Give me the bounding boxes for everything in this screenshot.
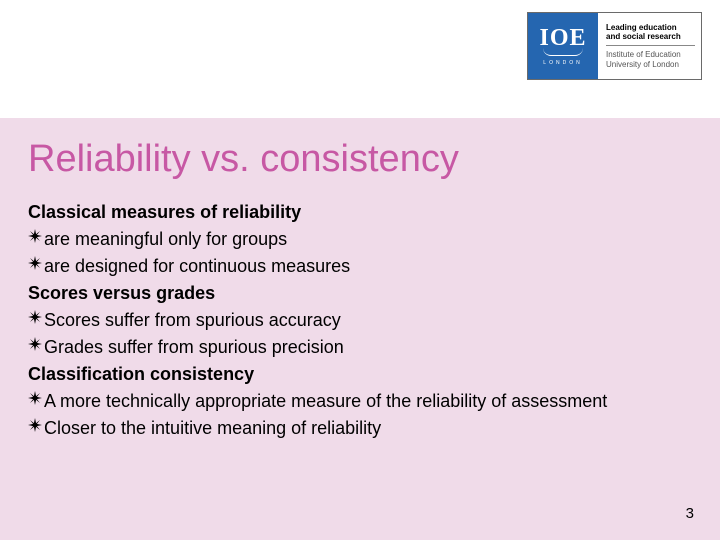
content: Reliability vs. consistency Classical me…	[0, 118, 720, 442]
body: Classical measures of reliabilityare mea…	[28, 199, 692, 442]
page-number: 3	[686, 505, 694, 522]
bullet-item: are meaningful only for groups	[28, 226, 692, 253]
flower-bullet-icon	[28, 229, 42, 243]
slide-title: Reliability vs. consistency	[28, 138, 692, 181]
flower-bullet-icon	[28, 418, 42, 432]
bullet-text: Grades suffer from spurious precision	[44, 334, 344, 361]
flower-bullet-icon	[28, 391, 42, 405]
bullet-icon	[28, 391, 44, 405]
bullet-item: Grades suffer from spurious precision	[28, 334, 692, 361]
bullet-text: Scores suffer from spurious accuracy	[44, 307, 341, 334]
bullet-text: Closer to the intuitive meaning of relia…	[44, 415, 381, 442]
bullet-text: are meaningful only for groups	[44, 226, 287, 253]
logo-tagline-2: and social research	[606, 32, 695, 41]
section-heading: Scores versus grades	[28, 280, 692, 307]
logo-divider	[606, 45, 695, 46]
bullet-item: Closer to the intuitive meaning of relia…	[28, 415, 692, 442]
bullet-icon	[28, 418, 44, 432]
bullet-item: A more technically appropriate measure o…	[28, 388, 692, 415]
flower-bullet-icon	[28, 256, 42, 270]
section-heading: Classical measures of reliability	[28, 199, 692, 226]
section-heading: Classification consistency	[28, 361, 692, 388]
logo-tagline-1: Leading education	[606, 23, 695, 32]
logo-mark: IOE LONDON	[528, 13, 598, 79]
logo-sub-2: University of London	[606, 60, 695, 70]
slide: IOE LONDON Leading education and social …	[0, 0, 720, 540]
bullet-text: are designed for continuous measures	[44, 253, 350, 280]
logo: IOE LONDON Leading education and social …	[527, 12, 702, 80]
bullet-text: A more technically appropriate measure o…	[44, 388, 607, 415]
logo-sub-1: Institute of Education	[606, 50, 695, 60]
bullet-icon	[28, 310, 44, 324]
bullet-icon	[28, 337, 44, 351]
logo-mark-text: IOE	[539, 26, 586, 50]
flower-bullet-icon	[28, 310, 42, 324]
bullet-icon	[28, 256, 44, 270]
logo-arc-icon	[543, 48, 583, 56]
logo-city: LONDON	[543, 60, 582, 66]
bullet-item: are designed for continuous measures	[28, 253, 692, 280]
bullet-item: Scores suffer from spurious accuracy	[28, 307, 692, 334]
logo-text: Leading education and social research In…	[598, 13, 701, 79]
flower-bullet-icon	[28, 337, 42, 351]
bullet-icon	[28, 229, 44, 243]
